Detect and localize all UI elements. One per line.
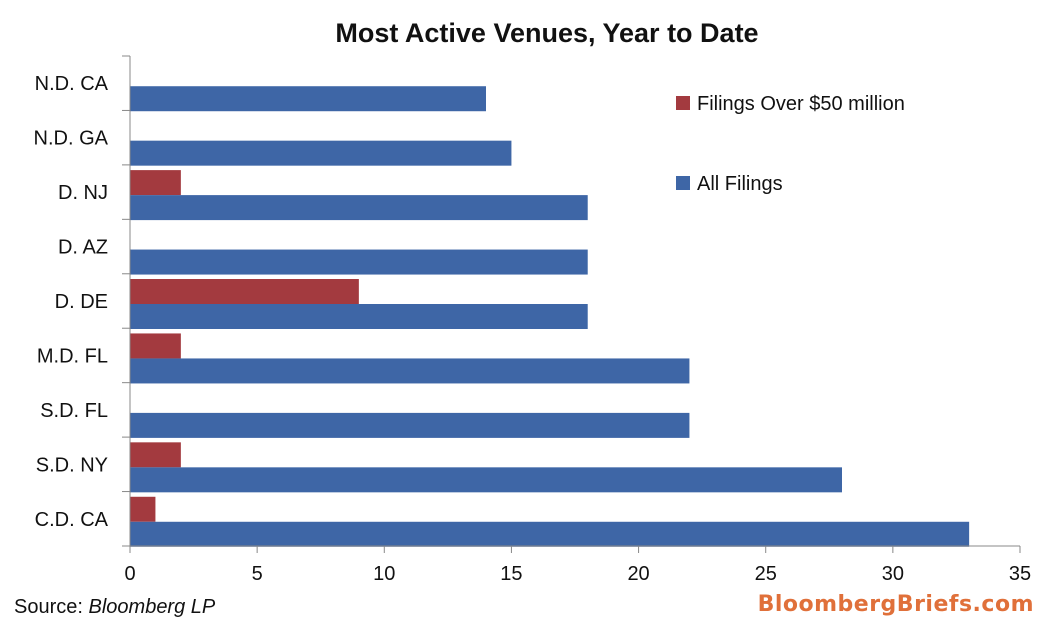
bar-all-filings-cdca — [130, 521, 970, 547]
bar-all-filings-mdfl — [130, 358, 690, 384]
axes-layer: N.D. CA N.D. GA D. NJ D. AZ D. DE M.D. FL S.D.… — [34, 55, 1031, 585]
legend-label: Filings Over $50 million — [697, 93, 905, 115]
bar-all-filings-dnj — [130, 195, 588, 221]
bar-all-filings-ndga — [130, 140, 512, 166]
x-tick-label: 15 — [500, 563, 522, 585]
y-tick-label: N.D. CA — [35, 73, 109, 95]
bar-all-filings-sdfl — [130, 412, 690, 438]
brand-logo: BloombergBriefs.com — [757, 592, 1034, 617]
y-tick-label: S.D. NY — [36, 454, 108, 476]
y-tick-label: C.D. CA — [35, 509, 109, 531]
x-tick-label: 5 — [252, 563, 263, 585]
x-tick-label: 10 — [373, 563, 395, 585]
x-tick-label: 20 — [627, 563, 649, 585]
bar-all-filings-ndca — [130, 86, 486, 112]
bar-all-filings-dde — [130, 304, 588, 329]
source-name: Bloomberg LP — [88, 596, 216, 618]
x-tick-label: 30 — [882, 563, 904, 585]
x-tick-label: 35 — [1009, 563, 1031, 585]
y-tick-label: D. AZ — [58, 237, 108, 259]
y-tick-label: S.D. FL — [40, 400, 108, 422]
y-tick-label: N.D. GA — [34, 128, 109, 150]
bar-all-filings-sdny — [130, 467, 842, 493]
bar-over-50m-cdca — [130, 496, 156, 522]
y-tick-label: D. DE — [55, 291, 108, 313]
bar-over-50m-dnj — [130, 170, 181, 196]
bar-over-50m-mdfl — [130, 333, 181, 359]
chart-title: Most Active Venues, Year to Date — [335, 18, 758, 48]
legend-swatch — [676, 96, 690, 110]
legend-swatch — [676, 176, 690, 190]
bar-all-filings-daz — [130, 249, 588, 275]
source-note: Source: Bloomberg LP — [14, 596, 215, 619]
legend-label: All Filings — [697, 173, 783, 195]
source-label: Source: — [14, 596, 83, 618]
bar-over-50m-sdny — [130, 442, 181, 468]
y-tick-label: D. NJ — [58, 182, 108, 204]
bar-over-50m-dde — [130, 279, 359, 304]
x-tick-label: 25 — [755, 563, 777, 585]
bars-layer — [130, 86, 970, 547]
x-tick-label: 0 — [124, 563, 135, 585]
legend: Filings Over $50 million All Filings — [676, 93, 905, 195]
y-tick-label: M.D. FL — [37, 345, 108, 367]
